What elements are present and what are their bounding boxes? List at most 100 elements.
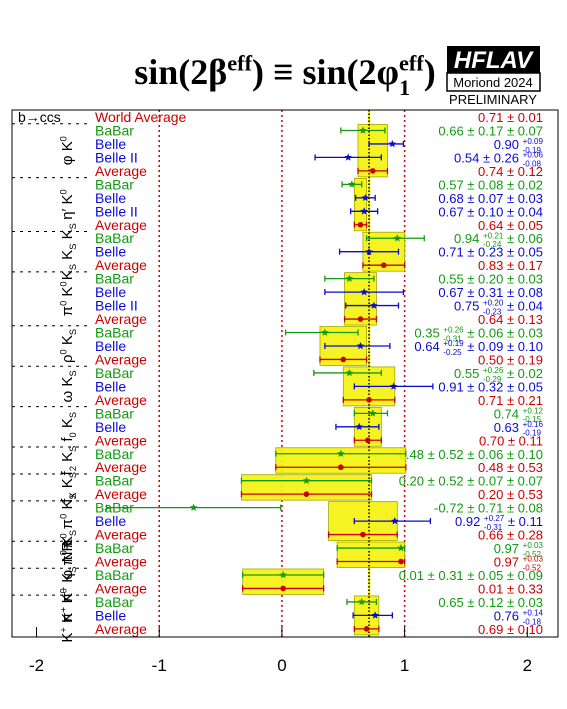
text-part: φ K — [59, 141, 76, 165]
text-part: S — [68, 244, 78, 250]
text-part: π — [59, 539, 76, 549]
text-part: ± 0.02 — [503, 366, 543, 381]
text-part: 0 — [58, 550, 68, 555]
text-part: 0.97 — [494, 555, 523, 570]
text-part: 0.64 — [414, 339, 443, 354]
text-part: − — [58, 587, 68, 592]
text-part: +0.27 — [484, 514, 505, 523]
group-label: π0 K0 — [58, 281, 76, 316]
text-part: 0.71 ± 0.21 — [478, 393, 543, 408]
text-part: -0.19 — [523, 429, 542, 438]
text-part: -0.19 — [523, 146, 542, 155]
value-label: 0.55 +0.26 -0.29 ± 0.02 — [454, 366, 543, 384]
text-part: 0.67 ± 0.10 ± 0.04 — [438, 204, 543, 219]
row-name: Belle — [95, 607, 126, 623]
text-part: 0 — [58, 349, 68, 354]
value-label: 0.64 ± 0.05 — [478, 218, 543, 233]
text-part: + — [58, 607, 68, 612]
text-part: +0.26 — [443, 326, 464, 335]
value-label: 0.90 +0.09 -0.19 — [494, 137, 544, 155]
text-part: 0.65 ± 0.12 ± 0.03 — [438, 595, 543, 610]
text-part: S — [68, 264, 78, 270]
text-part: S — [68, 329, 78, 335]
row-name: BaBar — [95, 230, 134, 246]
marker — [345, 274, 354, 282]
marker — [391, 517, 399, 525]
x-tick-label: -2 — [29, 656, 44, 675]
text-part: +0.12 — [523, 406, 544, 415]
value-label: 0.71 ± 0.21 — [478, 393, 543, 408]
text-part: K — [59, 573, 76, 587]
text-part: K — [59, 229, 76, 243]
row-name: Average — [95, 311, 147, 327]
marker — [345, 368, 354, 377]
group-label: π+ π− KS NR — [58, 541, 77, 623]
value-label: 0.20 ± 0.53 — [478, 487, 543, 502]
head-label: b→ccs — [18, 109, 61, 125]
value-label: 0.01 ± 0.33 — [478, 581, 543, 596]
value-label: 0.68 ± 0.07 ± 0.03 — [438, 191, 543, 206]
text-part: π — [59, 306, 76, 316]
marker — [279, 570, 287, 579]
row-name: Average — [95, 621, 147, 637]
marker — [389, 382, 398, 390]
group-label: f0 KS — [59, 412, 78, 442]
text-part: 0.76 — [494, 608, 523, 623]
text-part: f — [59, 470, 76, 475]
text-part: 0 — [58, 301, 68, 306]
text-part: 0 — [58, 533, 68, 538]
text-part: 0.55 ± 0.20 ± 0.03 — [438, 272, 543, 287]
value-label: 0.74 ± 0.12 — [478, 164, 543, 179]
value-label: 0.94 +0.21 -0.24 ± 0.06 — [454, 231, 543, 249]
value-label: 0.63 +0.16 -0.19 — [494, 420, 544, 438]
text-part: f — [59, 437, 76, 442]
text-part: 0.35 — [414, 326, 443, 341]
marker — [370, 301, 378, 309]
group-label: η′ K0 — [58, 189, 76, 220]
text-part: 0.75 — [454, 299, 483, 314]
text-part: +0.06 — [523, 150, 544, 159]
row-name: BaBar — [95, 325, 134, 341]
text-part: S — [68, 472, 78, 478]
text-part: 0.94 — [454, 231, 483, 246]
text-part: K — [59, 287, 76, 301]
row-name: Belle — [95, 338, 126, 354]
text-part: π — [59, 612, 76, 622]
row-name: Average — [95, 432, 147, 448]
average-box — [353, 177, 367, 232]
text-part: K — [59, 499, 76, 513]
logo-sub-box — [446, 72, 541, 92]
text-part: 0.83 ± 0.17 — [478, 258, 543, 273]
text-part: -0.25 — [443, 348, 462, 357]
text-part: 0.57 ± 0.08 ± 0.02 — [438, 177, 543, 192]
text-part: S — [68, 223, 78, 229]
row-name: Belle — [95, 513, 126, 529]
average-marker — [340, 356, 347, 363]
text-part: 0.01 ± 0.33 — [478, 581, 543, 596]
text-part: -0.52 — [523, 563, 542, 572]
text-part: 0 — [58, 514, 68, 519]
average-marker — [360, 531, 366, 538]
text-part: K — [59, 335, 76, 349]
text-part: -0.15 — [523, 415, 542, 424]
value-label: 0.75 +0.20 -0.23 ± 0.04 — [454, 299, 543, 317]
row-name: Belle — [95, 378, 126, 394]
text-part: S — [68, 567, 78, 573]
value-label: 0.64 ± 0.13 — [478, 312, 543, 327]
text-part: 0.92 — [455, 514, 484, 529]
row-name: BaBar — [95, 405, 134, 421]
text-part: 0.54 ± 0.26 — [454, 150, 523, 165]
marker — [371, 611, 379, 619]
x-tick-label: 1 — [400, 656, 409, 675]
marker — [368, 409, 377, 417]
text-part: S — [68, 493, 78, 499]
average-marker — [365, 437, 371, 444]
value-label: 0.48 ± 0.53 — [478, 460, 543, 475]
marker — [397, 544, 405, 552]
row-name: Average — [95, 257, 147, 273]
group-label: K+ K− K0 — [58, 588, 76, 642]
text-part: K — [59, 270, 76, 280]
value-label: 0.97 +0.03 -0.52 — [494, 555, 544, 573]
text-part: K — [59, 250, 76, 264]
text-part: f — [59, 498, 76, 503]
